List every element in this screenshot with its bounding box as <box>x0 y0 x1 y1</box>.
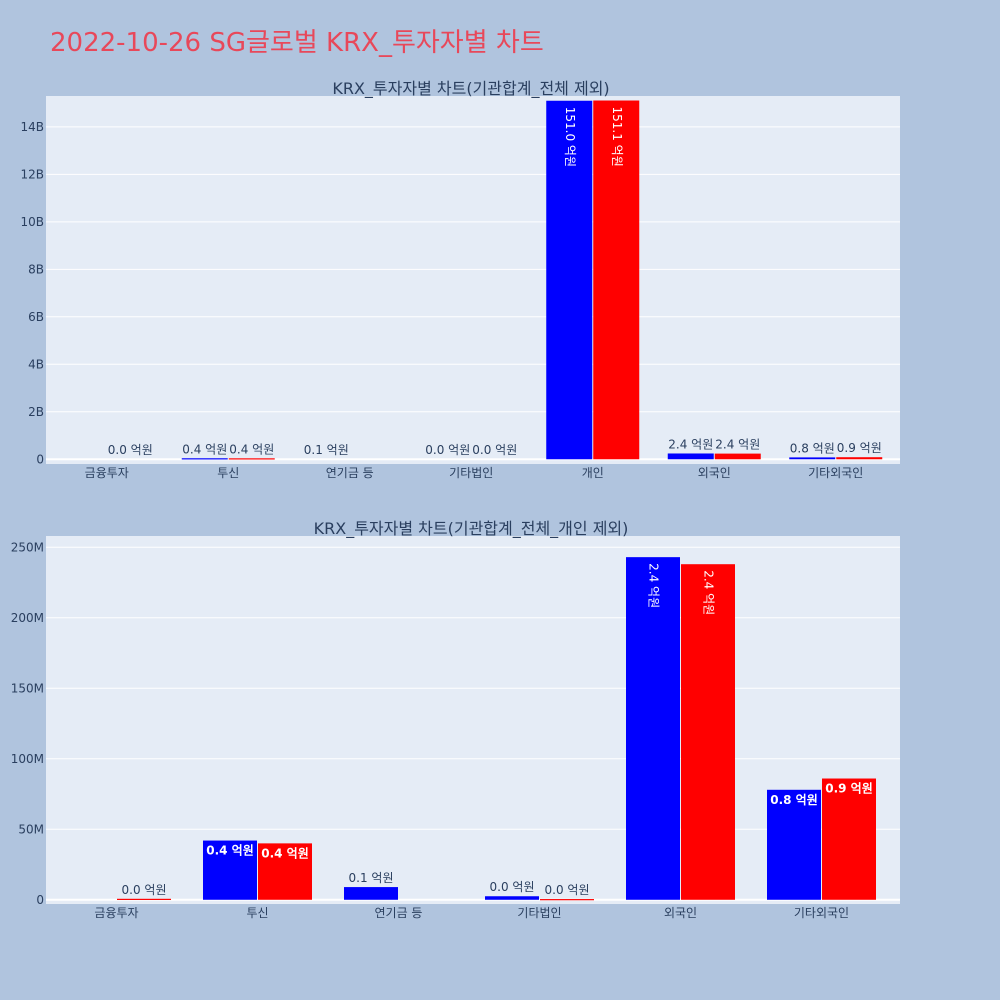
plot-area <box>46 96 900 464</box>
data-label: 0.0 억원 <box>108 443 153 457</box>
x-tick-label: 연기금 등 <box>375 906 423 920</box>
bar <box>789 457 835 459</box>
data-label: 0.0 억원 <box>472 443 517 457</box>
y-tick-label: 4B <box>28 357 44 371</box>
bar <box>182 458 228 459</box>
y-tick-label: 8B <box>28 262 44 276</box>
data-label: 0.8 억원 <box>790 441 835 455</box>
data-label: 0.4 억원 <box>206 844 254 858</box>
data-label: 0.1 억원 <box>349 871 394 885</box>
bar <box>540 899 594 900</box>
bar <box>668 453 714 459</box>
x-tick-label: 외국인 <box>664 906 697 920</box>
bar <box>229 458 275 459</box>
chart-1: KRX_투자자별 차트(기관합계_전체 제외) 0 2B 4B 6B 8B 10B 12B 14… <box>20 79 900 480</box>
y-tick-label: 250M <box>11 540 44 554</box>
bar <box>836 457 882 459</box>
x-tick-label: 투신 <box>217 466 239 480</box>
x-tick-label: 금융투자 <box>94 906 138 920</box>
data-label: 0.4 억원 <box>229 442 274 456</box>
chart-2: KRX_투자자별 차트(기관합계_전체_개인 제외) 0 50M 100M 150M 20… <box>11 519 900 920</box>
x-tick-label: 금융투자 <box>85 466 129 480</box>
data-label: 2.4 억원 <box>647 563 661 608</box>
bar <box>485 896 539 900</box>
y-tick-label: 2B <box>28 405 44 419</box>
data-label: 2.4 억원 <box>702 570 716 615</box>
data-label: 0.4 억원 <box>182 442 227 456</box>
data-label: 0.0 억원 <box>545 883 590 897</box>
y-tick-label: 10B <box>20 215 44 229</box>
data-label: 151.0 억원 <box>563 107 577 167</box>
y-tick-label: 0 <box>36 893 44 907</box>
chart-title: KRX_투자자별 차트(기관합계_전체 제외) <box>332 79 609 99</box>
bar <box>344 887 398 900</box>
x-tick-label: 개인 <box>582 466 604 480</box>
chart-title: KRX_투자자별 차트(기관합계_전체_개인 제외) <box>314 519 629 539</box>
data-label: 0.1 억원 <box>304 443 349 457</box>
x-tick-label: 연기금 등 <box>326 466 374 480</box>
x-tick-label: 투신 <box>246 906 268 920</box>
data-label: 2.4 억원 <box>715 438 760 452</box>
y-tick-label: 12B <box>20 167 44 181</box>
data-label: 0.4 억원 <box>261 846 309 860</box>
y-tick-label: 6B <box>28 310 44 324</box>
data-label: 2.4 억원 <box>668 437 713 451</box>
data-label: 0.9 억원 <box>825 782 873 796</box>
data-label: 0.0 억원 <box>122 883 167 897</box>
y-tick-label: 14B <box>20 120 44 134</box>
data-label: 151.1 억원 <box>610 107 624 167</box>
y-tick-label: 150M <box>11 681 44 695</box>
y-tick-label: 0 <box>36 452 44 466</box>
data-label: 0.0 억원 <box>425 443 470 457</box>
data-label: 0.8 억원 <box>770 793 818 807</box>
bar <box>822 779 876 900</box>
data-label: 0.0 억원 <box>490 880 535 894</box>
bar <box>117 899 171 900</box>
x-tick-label: 기타법인 <box>449 466 493 480</box>
y-tick-label: 100M <box>11 752 44 766</box>
data-label: 0.9 억원 <box>837 441 882 455</box>
bar <box>715 454 761 460</box>
y-tick-label: 200M <box>11 611 44 625</box>
x-tick-label: 기타법인 <box>517 906 561 920</box>
x-tick-label: 기타외국인 <box>808 466 863 480</box>
x-tick-label: 기타외국인 <box>794 906 849 920</box>
bar <box>626 557 680 900</box>
y-tick-label: 50M <box>18 822 44 836</box>
x-tick-label: 외국인 <box>698 466 731 480</box>
